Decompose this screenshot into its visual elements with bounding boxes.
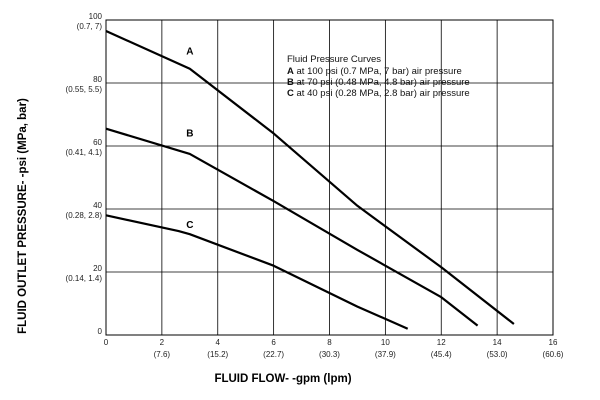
y-axis-title: FLUID OUTLET PRESSURE- -psi (MPa, bar): [17, 98, 29, 334]
x-axis-title: FLUID FLOW- -gpm (lpm): [214, 373, 351, 385]
curve-b: [105, 127, 479, 327]
curve-c: [105, 214, 409, 330]
curve-label-c: C: [186, 220, 193, 231]
y-tick-sublabel: (0.14, 1.4): [66, 274, 103, 283]
x-tick-sublabel: (7.6): [154, 350, 171, 359]
x-tick-label: 10: [381, 338, 390, 347]
y-tick-label: 80: [93, 75, 102, 84]
curve-a: [105, 29, 515, 325]
plot-frame: [105, 19, 554, 336]
y-tick-label: 100: [89, 12, 103, 21]
x-tick-sublabel: (60.6): [543, 350, 564, 359]
x-tick-sublabel: (30.3): [319, 350, 340, 359]
x-tick-sublabel: (15.2): [207, 350, 228, 359]
grid-layer: [105, 19, 554, 336]
x-tick-label: 12: [437, 338, 446, 347]
x-tick-label: 6: [271, 338, 276, 347]
y-tick-label: 60: [93, 138, 102, 147]
legend-text-c: at 40 psi (0.28 MPa, 2.8 bar) air pressu…: [294, 88, 470, 99]
x-tick-sublabel: (37.9): [375, 350, 396, 359]
x-tick-label: 8: [327, 338, 332, 347]
x-tick-label: 2: [160, 338, 165, 347]
legend-key-a: A: [287, 66, 294, 77]
x-tick-label: 16: [549, 338, 558, 347]
legend-entry-a: A at 100 psi (0.7 MPa, 7 bar) air pressu…: [287, 66, 462, 77]
legend-key-b: B: [287, 77, 294, 88]
x-tick-label: 14: [493, 338, 502, 347]
y-tick-sublabel: (0.41, 4.1): [66, 148, 103, 157]
y-tick-sublabel: (0.28, 2.8): [66, 211, 103, 220]
x-tick-sublabel: (22.7): [263, 350, 284, 359]
x-tick-label: 4: [216, 338, 221, 347]
legend-title: Fluid Pressure Curves: [287, 54, 381, 65]
x-tick-label: 0: [104, 338, 109, 347]
legend-key-c: C: [287, 88, 294, 99]
legend-entry-b: B at 70 psi (0.48 MPa, 4.8 bar) air pres…: [287, 77, 470, 88]
legend: Fluid Pressure Curves A at 100 psi (0.7 …: [287, 54, 470, 99]
legend-text-a: at 100 psi (0.7 MPa, 7 bar) air pressure: [294, 66, 462, 77]
y-tick-label: 40: [93, 201, 102, 210]
y-tick-label: 20: [93, 264, 102, 273]
axis-layer: 020(0.14, 1.4)40(0.28, 2.8)60(0.41, 4.1)…: [66, 12, 564, 359]
y-tick-label: 0: [98, 327, 103, 336]
curve-label-a: A: [186, 47, 193, 58]
x-tick-sublabel: (45.4): [431, 350, 452, 359]
legend-entry-c: C at 40 psi (0.28 MPa, 2.8 bar) air pres…: [287, 88, 470, 99]
curve-label-layer: A B C: [186, 47, 193, 231]
legend-text-b: at 70 psi (0.48 MPa, 4.8 bar) air pressu…: [294, 77, 470, 88]
y-tick-sublabel: (0.7, 7): [77, 22, 103, 31]
x-tick-sublabel: (53.0): [487, 350, 508, 359]
curve-label-b: B: [186, 129, 193, 140]
series-layer: [105, 29, 515, 330]
y-tick-sublabel: (0.55, 5.5): [66, 85, 103, 94]
